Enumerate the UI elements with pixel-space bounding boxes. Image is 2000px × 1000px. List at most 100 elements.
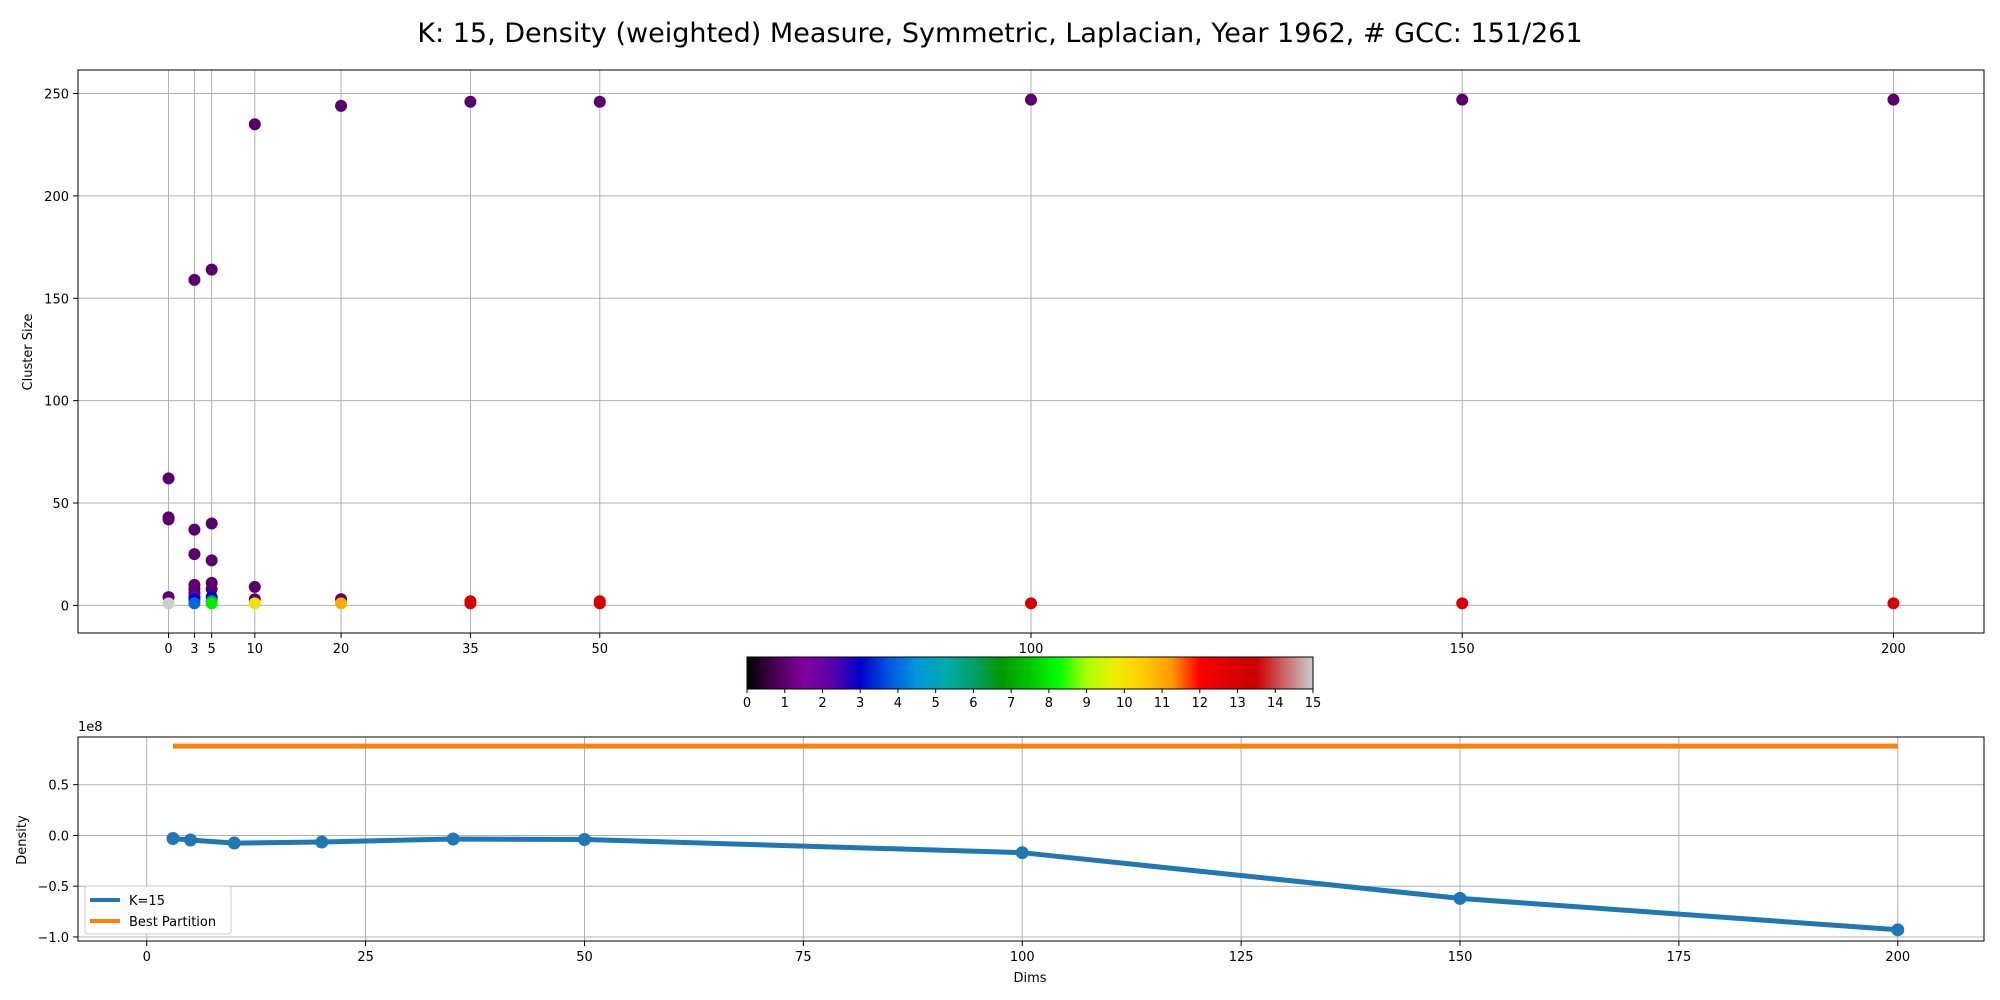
scatter-point xyxy=(188,597,201,610)
scatter-point xyxy=(205,597,218,610)
bottom-y-tick-label: 0.0 xyxy=(48,829,69,844)
series-point xyxy=(1015,846,1029,860)
colorbar-tick-label: 8 xyxy=(1045,696,1053,711)
colorbar-ticks: 0 1 2 3 4 5 6 7 8 9 10 11 12 13 14 15 xyxy=(743,689,1321,711)
bottom-y-ticks: −1.0 −0.5 0.0 0.5 xyxy=(37,779,78,946)
top-x-tick-label: 100 xyxy=(1019,642,1044,657)
colorbar-tick-label: 9 xyxy=(1082,696,1090,711)
series-point xyxy=(227,836,241,850)
series-point xyxy=(1891,923,1905,937)
bottom-y-tick-label: −0.5 xyxy=(37,880,69,895)
scatter-point xyxy=(593,597,606,610)
colorbar-tick-label: 3 xyxy=(856,696,864,711)
top-y-tick-label: 250 xyxy=(44,88,69,103)
density-line-plot: 0 25 50 75 100 125 150 175 200 −1.0 −0.5 0.0 0.5 1e… xyxy=(15,720,1985,986)
legend-label-best-partition: Best Partition xyxy=(129,915,216,930)
bottom-series-lines xyxy=(166,743,1905,937)
series-point xyxy=(184,833,198,847)
scatter-point xyxy=(1887,597,1900,610)
scatter-point xyxy=(248,580,261,593)
bottom-y-axis-label: Density xyxy=(15,815,30,865)
scatter-point xyxy=(464,95,477,108)
colorbar-tick-label: 2 xyxy=(818,696,826,711)
top-x-ticks: 0 3 5 10 20 35 50 100 150 200 xyxy=(164,633,1906,657)
bottom-x-tick-label: 150 xyxy=(1448,950,1473,965)
scatter-point xyxy=(593,95,606,108)
scatter-point xyxy=(188,273,201,286)
top-x-tick-label: 150 xyxy=(1450,642,1475,657)
top-y-tick-label: 200 xyxy=(44,190,69,205)
colorbar-tick-label: 6 xyxy=(969,696,977,711)
scatter-point xyxy=(162,597,175,610)
top-x-tick-label: 10 xyxy=(247,642,264,657)
scatter-point xyxy=(205,554,218,567)
bottom-x-tick-label: 100 xyxy=(1010,950,1035,965)
colorbar-tick-label: 0 xyxy=(743,696,751,711)
top-y-axis-label: Cluster Size xyxy=(21,314,36,391)
bottom-x-axis-label: Dims xyxy=(1013,971,1046,986)
colorbar-tick-label: 14 xyxy=(1267,696,1284,711)
colorbar-tick-label: 13 xyxy=(1229,696,1246,711)
top-gridlines xyxy=(78,70,1984,633)
bottom-y-tick-label: 0.5 xyxy=(48,779,69,794)
scatter-point xyxy=(1456,597,1469,610)
scatter-point xyxy=(188,548,201,561)
colorbar-tick-label: 15 xyxy=(1305,696,1322,711)
top-x-tick-label: 3 xyxy=(190,642,198,657)
bottom-x-tick-label: 50 xyxy=(576,950,593,965)
scatter-point xyxy=(335,597,348,610)
scatter-point xyxy=(162,472,175,485)
legend: K=15 Best Partition xyxy=(84,885,232,935)
scatter-point xyxy=(205,517,218,530)
bottom-x-tick-label: 175 xyxy=(1666,950,1691,965)
scatter-point xyxy=(1025,93,1037,106)
series-point xyxy=(315,835,329,849)
scatter-point xyxy=(1887,93,1900,106)
top-x-tick-label: 5 xyxy=(208,642,216,657)
scatter-point xyxy=(464,597,477,610)
bottom-x-tick-label: 200 xyxy=(1885,950,1910,965)
top-y-tick-label: 100 xyxy=(44,395,69,410)
figure-title: K: 15, Density (weighted) Measure, Symme… xyxy=(417,18,1582,49)
colorbar-tick-label: 1 xyxy=(781,696,789,711)
top-x-tick-label: 35 xyxy=(462,642,479,657)
top-x-tick-label: 50 xyxy=(592,642,609,657)
series-point xyxy=(1453,891,1467,905)
cluster-size-scatter-plot: 0 3 5 10 20 35 50 100 150 200 0 50 100 150 200 250 Clu… xyxy=(21,69,1985,657)
top-y-tick-label: 0 xyxy=(61,599,69,614)
top-x-tick-label: 200 xyxy=(1881,642,1906,657)
bottom-x-tick-label: 75 xyxy=(795,950,812,965)
colorbar-tick-label: 4 xyxy=(894,696,902,711)
bottom-axes-frame xyxy=(77,736,1985,942)
bottom-x-ticks: 0 25 50 75 100 125 150 175 200 xyxy=(143,941,1910,965)
series-point xyxy=(446,832,460,846)
colorbar-gradient xyxy=(746,656,1314,690)
colorbar: 0 1 2 3 4 5 6 7 8 9 10 11 12 13 14 15 xyxy=(743,656,1321,711)
scatter-point xyxy=(1456,93,1469,106)
scatter-point xyxy=(162,513,175,526)
colorbar-tick-label: 10 xyxy=(1116,696,1133,711)
colorbar-tick-label: 12 xyxy=(1192,696,1209,711)
bottom-y-tick-label: −1.0 xyxy=(37,931,69,946)
series-line-k-15 xyxy=(172,836,1898,933)
scatter-point xyxy=(248,597,261,610)
top-x-tick-label: 20 xyxy=(333,642,350,657)
colorbar-tick-label: 7 xyxy=(1007,696,1015,711)
scatter-point xyxy=(188,523,201,536)
bottom-y-offset-label: 1e8 xyxy=(78,720,103,735)
series-point xyxy=(577,833,591,847)
scatter-point xyxy=(205,263,218,276)
bottom-x-tick-label: 0 xyxy=(143,950,151,965)
top-y-ticks: 0 50 100 150 200 250 xyxy=(44,88,78,614)
scatter-point xyxy=(248,118,261,131)
colorbar-tick-label: 5 xyxy=(932,696,940,711)
scatter-point xyxy=(1025,597,1037,610)
colorbar-tick-label: 11 xyxy=(1154,696,1171,711)
top-y-tick-label: 150 xyxy=(44,292,69,307)
scatter-point xyxy=(335,99,348,112)
top-y-tick-label: 50 xyxy=(52,497,69,512)
legend-box xyxy=(84,885,232,935)
bottom-x-tick-label: 25 xyxy=(357,950,374,965)
bottom-x-tick-label: 125 xyxy=(1229,950,1254,965)
